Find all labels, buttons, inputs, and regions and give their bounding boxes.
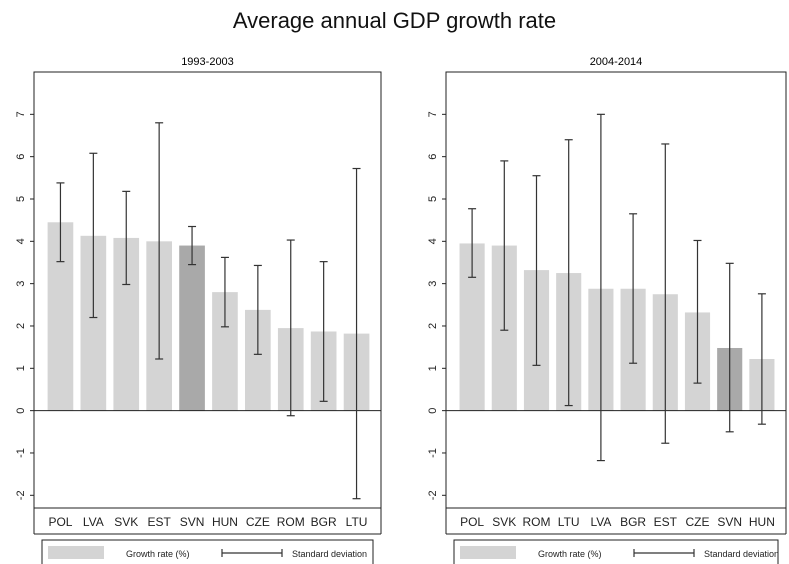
panel-title: 1993-2003 (181, 56, 234, 68)
y-tick-label: 4 (427, 238, 439, 244)
x-tick-label: EST (147, 515, 171, 529)
y-tick-label: 7 (427, 111, 439, 117)
panel-2: 2004-2014 -2 -1 0 1 2 3 4 5 6 7 POL SVK ROM LTU LVA BGR E… (427, 56, 787, 564)
legend-box (453, 539, 779, 564)
y-tick-label: -2 (427, 490, 439, 500)
y-tick-label: 2 (427, 323, 439, 329)
legend-label-growth: Growth rate (%) (126, 549, 190, 559)
x-tick-label: SVN (180, 515, 205, 529)
y-tick-label: -1 (15, 448, 27, 458)
x-tick-label: SVK (114, 515, 138, 529)
legend: Growth rate (%) Standard deviation (41, 539, 374, 564)
x-tick-label: EST (654, 515, 678, 529)
y-tick-label: 3 (15, 281, 27, 287)
y-tick-label: 7 (15, 111, 27, 117)
legend-swatch (460, 546, 516, 559)
panel-title: 2004-2014 (590, 56, 643, 68)
x-tick-label: CZE (686, 515, 710, 529)
legend-swatch (48, 546, 104, 559)
x-tick-label: LTU (346, 515, 368, 529)
y-tick-label: 3 (427, 281, 439, 287)
y-tick-label: 5 (427, 196, 439, 202)
y-tick-label: 4 (15, 238, 27, 244)
panel-1: 1993-2003 -2 -1 0 1 2 3 4 5 6 7 POL LVA SVK EST SVN HUN C… (15, 56, 382, 564)
legend: Growth rate (%) Standard deviation (453, 539, 779, 564)
y-tick-label: 6 (15, 154, 27, 160)
y-tick-label: 6 (427, 154, 439, 160)
x-tick-label: LVA (590, 515, 611, 529)
x-tick-label: CZE (246, 515, 270, 529)
x-tick-label: BGR (620, 515, 646, 529)
x-tick-label: ROM (523, 515, 551, 529)
y-tick-label: 0 (427, 408, 439, 414)
legend-box (41, 539, 374, 564)
plot-frame (33, 71, 382, 509)
bar-svn (179, 245, 205, 411)
y-tick-label: 5 (15, 196, 27, 202)
y-tick-label: -1 (427, 448, 439, 458)
legend-label-growth: Growth rate (%) (538, 549, 602, 559)
legend-label-sd: Standard deviation (704, 549, 779, 559)
legend-label-sd: Standard deviation (292, 549, 367, 559)
x-tick-label: SVN (717, 515, 742, 529)
y-tick-label: 1 (427, 365, 439, 371)
x-tick-label: LVA (83, 515, 104, 529)
x-tick-label: SVK (492, 515, 516, 529)
y-tick-label: 2 (15, 323, 27, 329)
x-tick-label: LTU (558, 515, 580, 529)
y-tick-label: -2 (15, 490, 27, 500)
plot-frame (445, 71, 787, 509)
x-tick-label: POL (48, 515, 72, 529)
y-tick-label: 0 (15, 408, 27, 414)
x-tick-label: POL (460, 515, 484, 529)
x-tick-label: ROM (277, 515, 305, 529)
x-tick-label: HUN (212, 515, 238, 529)
x-tick-label: HUN (749, 515, 775, 529)
y-tick-label: 1 (15, 365, 27, 371)
x-tick-label: BGR (311, 515, 337, 529)
page-title: Average annual GDP growth rate (232, 8, 557, 33)
